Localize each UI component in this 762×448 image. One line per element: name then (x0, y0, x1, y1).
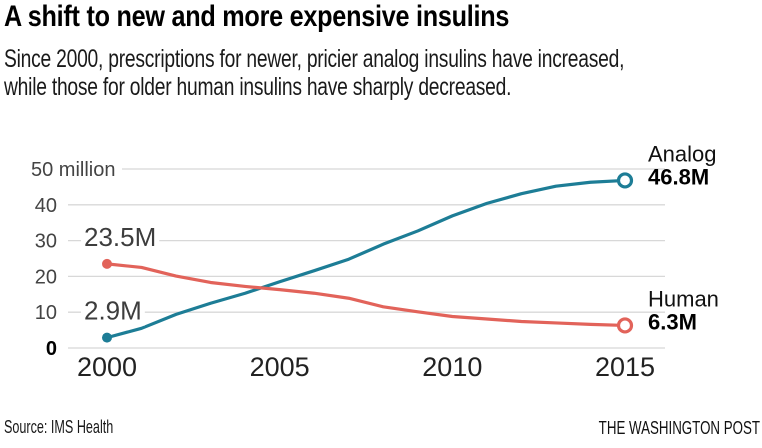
start-dot-human (102, 258, 112, 269)
start-value-label-analog: 2.9M (84, 296, 142, 326)
series-line-analog (105, 178, 627, 340)
y-axis-label-30: 30 (35, 231, 57, 253)
y-axis-label-0: 0 (46, 338, 57, 360)
x-axis-label-2010: 2010 (422, 352, 482, 382)
x-axis-label-2005: 2005 (250, 352, 310, 382)
start-value-label-bg-analog (81, 295, 145, 326)
end-marker-analog (616, 172, 634, 189)
source-note: Source: IMS Health (4, 417, 114, 437)
start-value-label-bg-human (81, 221, 160, 252)
y-axis-label-top: 50 million (31, 159, 115, 181)
end-marker-human (616, 317, 634, 334)
y-axis-label-40: 40 (35, 195, 57, 217)
series-line-human (105, 262, 627, 328)
chart-subtitle-line2: while those for older human insulins hav… (4, 73, 512, 101)
series-name-label-analog: Analog (648, 141, 717, 166)
x-axis-label-2015: 2015 (595, 352, 655, 382)
x-axis-label-2000: 2000 (77, 352, 137, 382)
chart-subtitle-line1: Since 2000, prescriptions for newer, pri… (4, 45, 625, 73)
chart-title: A shift to new and more expensive insuli… (4, 0, 510, 33)
end-value-label-human: 6.3M (648, 309, 697, 334)
series-name-label-human: Human (648, 286, 719, 311)
start-value-label-human: 23.5M (84, 222, 156, 252)
start-dot-analog (102, 332, 112, 343)
publisher-credit: THE WASHINGTON POST (598, 418, 760, 438)
y-axis-label-10: 10 (35, 302, 57, 324)
y-axis-label-20: 20 (35, 266, 57, 288)
chart-subtitle: Since 2000, prescriptions for newer, pri… (4, 45, 624, 101)
end-value-label-analog: 46.8M (648, 164, 709, 189)
